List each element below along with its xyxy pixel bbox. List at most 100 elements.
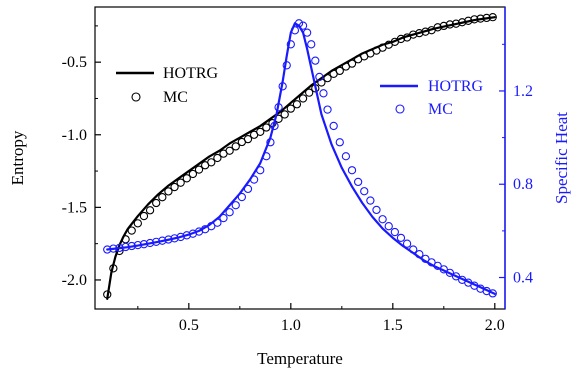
specific-heat-data-point <box>445 268 455 277</box>
specific-heat-data-point <box>427 258 436 267</box>
specific-heat-data-point <box>282 61 291 70</box>
specific-heat-data-point <box>262 152 271 161</box>
entropy-data-point <box>164 187 173 196</box>
specific-heat-data-point <box>213 218 222 227</box>
specific-heat-data-point <box>307 40 316 49</box>
entropy-data-point <box>488 13 497 22</box>
specific-heat-data-point <box>298 21 308 30</box>
entropy-data-point <box>415 28 424 38</box>
specific-heat-data-point <box>488 289 497 298</box>
legend-right: HOTRG MC <box>380 78 484 118</box>
entropy-data-point <box>262 123 271 132</box>
entropy-data-point <box>152 198 161 208</box>
right-y-axis-ticks: 1.2 0.8 0.4 <box>499 43 533 287</box>
entropy-data-point <box>298 94 308 103</box>
entropy-data-point <box>439 21 448 31</box>
entropy-data-point <box>464 16 473 25</box>
specific-heat-data-point <box>319 89 328 98</box>
left-y-axis-ticks: -0.5 -1.0 -1.5 -2.0 <box>62 25 101 289</box>
specific-heat-data-point <box>335 138 344 147</box>
entropy-data-point <box>213 153 222 163</box>
entropy-data-point <box>323 73 332 83</box>
specific-heat-data-point <box>109 244 118 253</box>
legend-left-entry-line: HOTRG <box>163 65 219 82</box>
specific-heat-data-point <box>433 261 442 271</box>
legend-right-entry-markers: MC <box>428 101 453 118</box>
specific-heat-data-point <box>152 237 161 246</box>
specific-heat-data-point <box>121 242 130 252</box>
x-tick-label: 1.5 <box>383 317 403 334</box>
entropy-data-point <box>109 264 118 273</box>
plot-frame <box>94 6 506 310</box>
specific-heat-data-point <box>402 239 412 248</box>
specific-heat-data-point <box>243 184 253 194</box>
entropy-data-point <box>286 104 295 113</box>
specific-heat-data-point <box>256 166 265 175</box>
entropy-data-point <box>256 127 265 137</box>
specific-heat-data-point <box>311 56 320 65</box>
legend-right-entry-line: HOTRG <box>428 78 484 95</box>
specific-heat-data-point <box>294 19 304 28</box>
entropy-data-point <box>170 182 179 192</box>
right-y-tick-label: 0.4 <box>513 270 533 287</box>
specific-heat-data-point <box>207 222 216 231</box>
specific-heat-data-point <box>329 121 338 131</box>
legend-left: HOTRG MC <box>116 65 219 106</box>
specific-heat-data-point <box>278 82 287 91</box>
entropy-data-point <box>470 15 479 24</box>
specific-heat-data-point <box>302 28 312 37</box>
entropy-data-point <box>231 142 240 151</box>
specific-heat-data-point <box>158 236 167 245</box>
left-y-tick-label: -1.0 <box>62 127 87 144</box>
specific-heat-data-point <box>237 192 247 202</box>
entropy-data-point <box>433 23 442 32</box>
entropy-data-point <box>458 18 467 27</box>
specific-heat-data-point <box>290 26 300 35</box>
specific-heat-data-point <box>274 103 283 112</box>
x-axis-ticks: 0.5 1.0 1.5 2.0 <box>137 303 505 334</box>
specific-heat-data-point <box>139 240 149 249</box>
specific-heat-data-point <box>225 208 234 217</box>
specific-heat-data-point <box>451 272 461 281</box>
specific-heat-data-point <box>127 241 136 251</box>
legend-left-entry-markers: MC <box>163 89 188 106</box>
specific-heat-data-point <box>315 72 324 82</box>
legend-left-marker-swatch <box>131 92 141 102</box>
specific-heat-data-point <box>360 187 369 196</box>
left-y-tick-label: -2.0 <box>62 272 87 289</box>
specific-heat-data-point <box>103 245 112 254</box>
entropy-data-point <box>476 14 485 23</box>
entropy-data-point <box>103 290 112 299</box>
specific-heat-data-point <box>164 235 173 244</box>
legend-right-marker-swatch <box>395 104 405 114</box>
entropy-data-point <box>280 110 289 119</box>
specific-heat-data-point <box>439 265 448 274</box>
specific-heat-data-point <box>170 234 179 243</box>
entropy-data-point <box>292 100 302 109</box>
entropy-data-point <box>335 66 344 76</box>
specific-heat-data-point <box>378 215 387 224</box>
right-y-tick-label: 1.2 <box>513 83 533 100</box>
left-y-axis-label: Entropy <box>8 130 27 185</box>
specific-heat-data-point <box>266 138 275 147</box>
series-layer <box>103 13 497 300</box>
x-tick-label: 2.0 <box>485 317 505 334</box>
specific-heat-data-point <box>115 243 124 253</box>
specific-heat-data-point <box>145 238 155 248</box>
specific-heat-data-point <box>286 40 295 49</box>
specific-heat-data-point <box>390 227 399 237</box>
x-tick-label: 0.5 <box>179 317 199 334</box>
entropy-data-point <box>305 88 314 97</box>
x-tick-label: 1.0 <box>281 317 301 334</box>
specific-heat-data-point <box>219 213 228 223</box>
specific-heat-data-point <box>182 231 191 240</box>
specific-heat-data-point <box>231 201 240 210</box>
right-y-tick-label: 0.8 <box>513 176 533 193</box>
entropy-data-point <box>409 30 418 39</box>
specific-heat-data-point <box>353 177 363 187</box>
entropy-data-point <box>396 34 406 44</box>
specific-heat-data-point <box>341 152 351 161</box>
entropy-data-point <box>145 206 155 215</box>
specific-heat-data-point <box>415 250 424 259</box>
specific-heat-line-series <box>106 22 496 295</box>
